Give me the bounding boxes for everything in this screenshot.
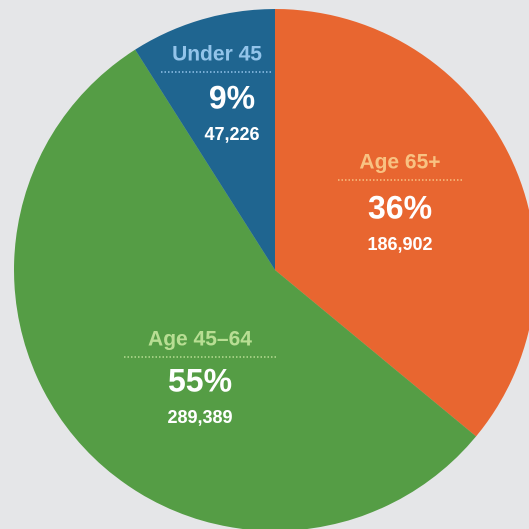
percent-label: 55%: [168, 362, 232, 398]
count-label: 47,226: [204, 124, 259, 144]
percent-label: 9%: [209, 79, 255, 115]
percent-label: 36%: [368, 189, 432, 225]
count-label: 289,389: [167, 407, 232, 427]
slice-label: Age 45–64: [148, 328, 252, 351]
pie-slice: [14, 49, 477, 529]
pie-slice: [135, 9, 275, 270]
count-label: 186,902: [367, 234, 432, 254]
slice-label: Age 65+: [359, 151, 440, 174]
pie-slice: [275, 9, 529, 437]
slice-label: Under 45: [172, 43, 262, 66]
